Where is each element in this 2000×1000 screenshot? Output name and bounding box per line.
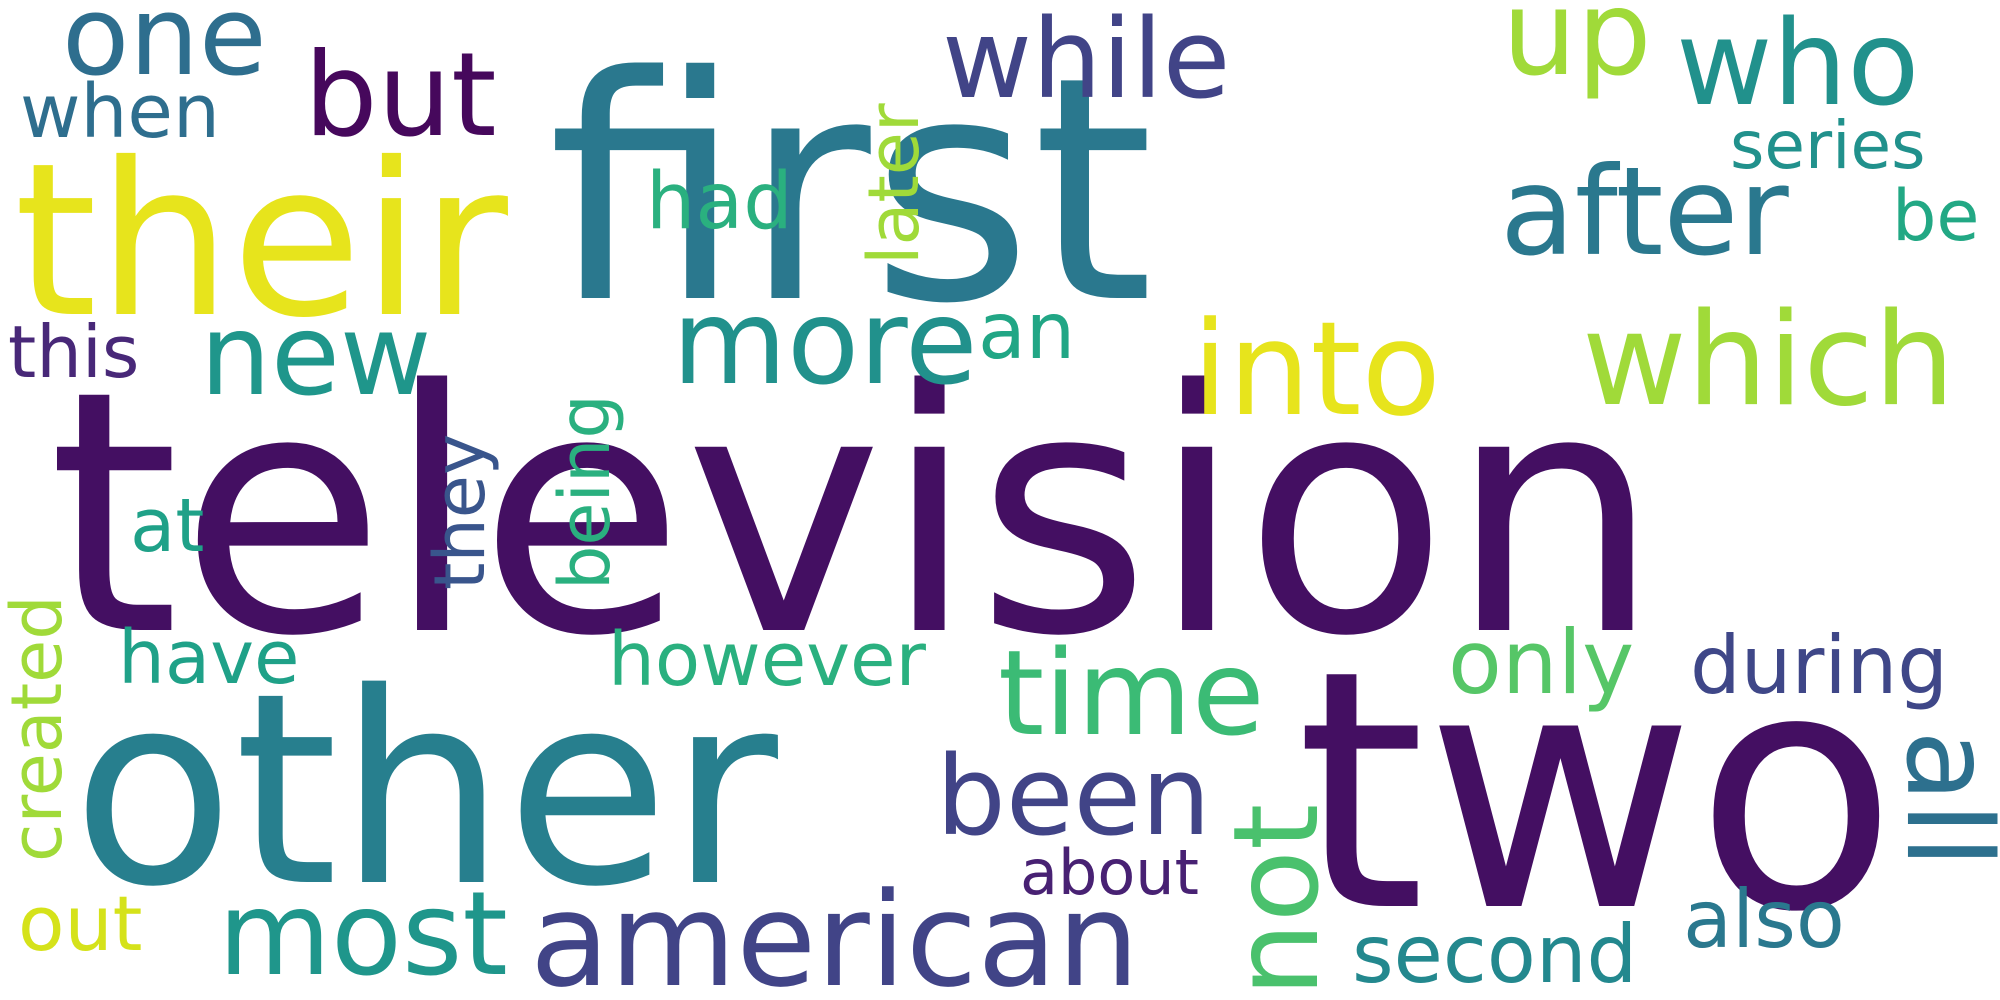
word-they: they bbox=[419, 434, 501, 590]
word-new: new bbox=[200, 291, 432, 421]
word-been: been bbox=[936, 732, 1211, 860]
word-had: had bbox=[646, 157, 793, 247]
word-about: about bbox=[1020, 836, 1199, 909]
word-out: out bbox=[18, 879, 142, 968]
word-other: other bbox=[72, 637, 781, 945]
word-series: series bbox=[1730, 107, 1925, 184]
word-up: up bbox=[1502, 0, 1652, 102]
word-but: but bbox=[304, 28, 497, 163]
word-time: time bbox=[998, 624, 1265, 762]
word-this: this bbox=[8, 310, 139, 394]
word-all: all bbox=[1880, 730, 2000, 868]
word-an: an bbox=[978, 287, 1075, 377]
word-during: during bbox=[1690, 619, 1948, 712]
word-only: only bbox=[1448, 611, 1634, 714]
word-more: more bbox=[672, 273, 978, 411]
word-however: however bbox=[608, 617, 927, 703]
word-not: not bbox=[1207, 804, 1345, 997]
word-be: be bbox=[1892, 175, 1980, 257]
word-being: being bbox=[544, 394, 626, 590]
word-american: american bbox=[530, 864, 1139, 1000]
word-television: television bbox=[48, 320, 1661, 710]
word-their: their bbox=[14, 117, 509, 364]
word-after: after bbox=[1500, 141, 1789, 283]
word-one: one bbox=[62, 0, 267, 100]
word-most: most bbox=[218, 867, 508, 1000]
word-into: into bbox=[1192, 293, 1441, 445]
word-while: while bbox=[942, 0, 1230, 123]
word-also: also bbox=[1683, 873, 1845, 966]
word-created: created bbox=[0, 595, 78, 862]
word-when: when bbox=[20, 69, 220, 155]
word-two: two bbox=[1296, 600, 1897, 984]
word-first: first bbox=[548, 11, 1154, 372]
word-have: have bbox=[118, 615, 300, 701]
word-later: later bbox=[853, 103, 935, 265]
word-which: which bbox=[1582, 286, 1955, 435]
word-at: at bbox=[130, 483, 204, 569]
word-second: second bbox=[1352, 908, 1637, 1000]
word-who: who bbox=[1676, 0, 1920, 132]
